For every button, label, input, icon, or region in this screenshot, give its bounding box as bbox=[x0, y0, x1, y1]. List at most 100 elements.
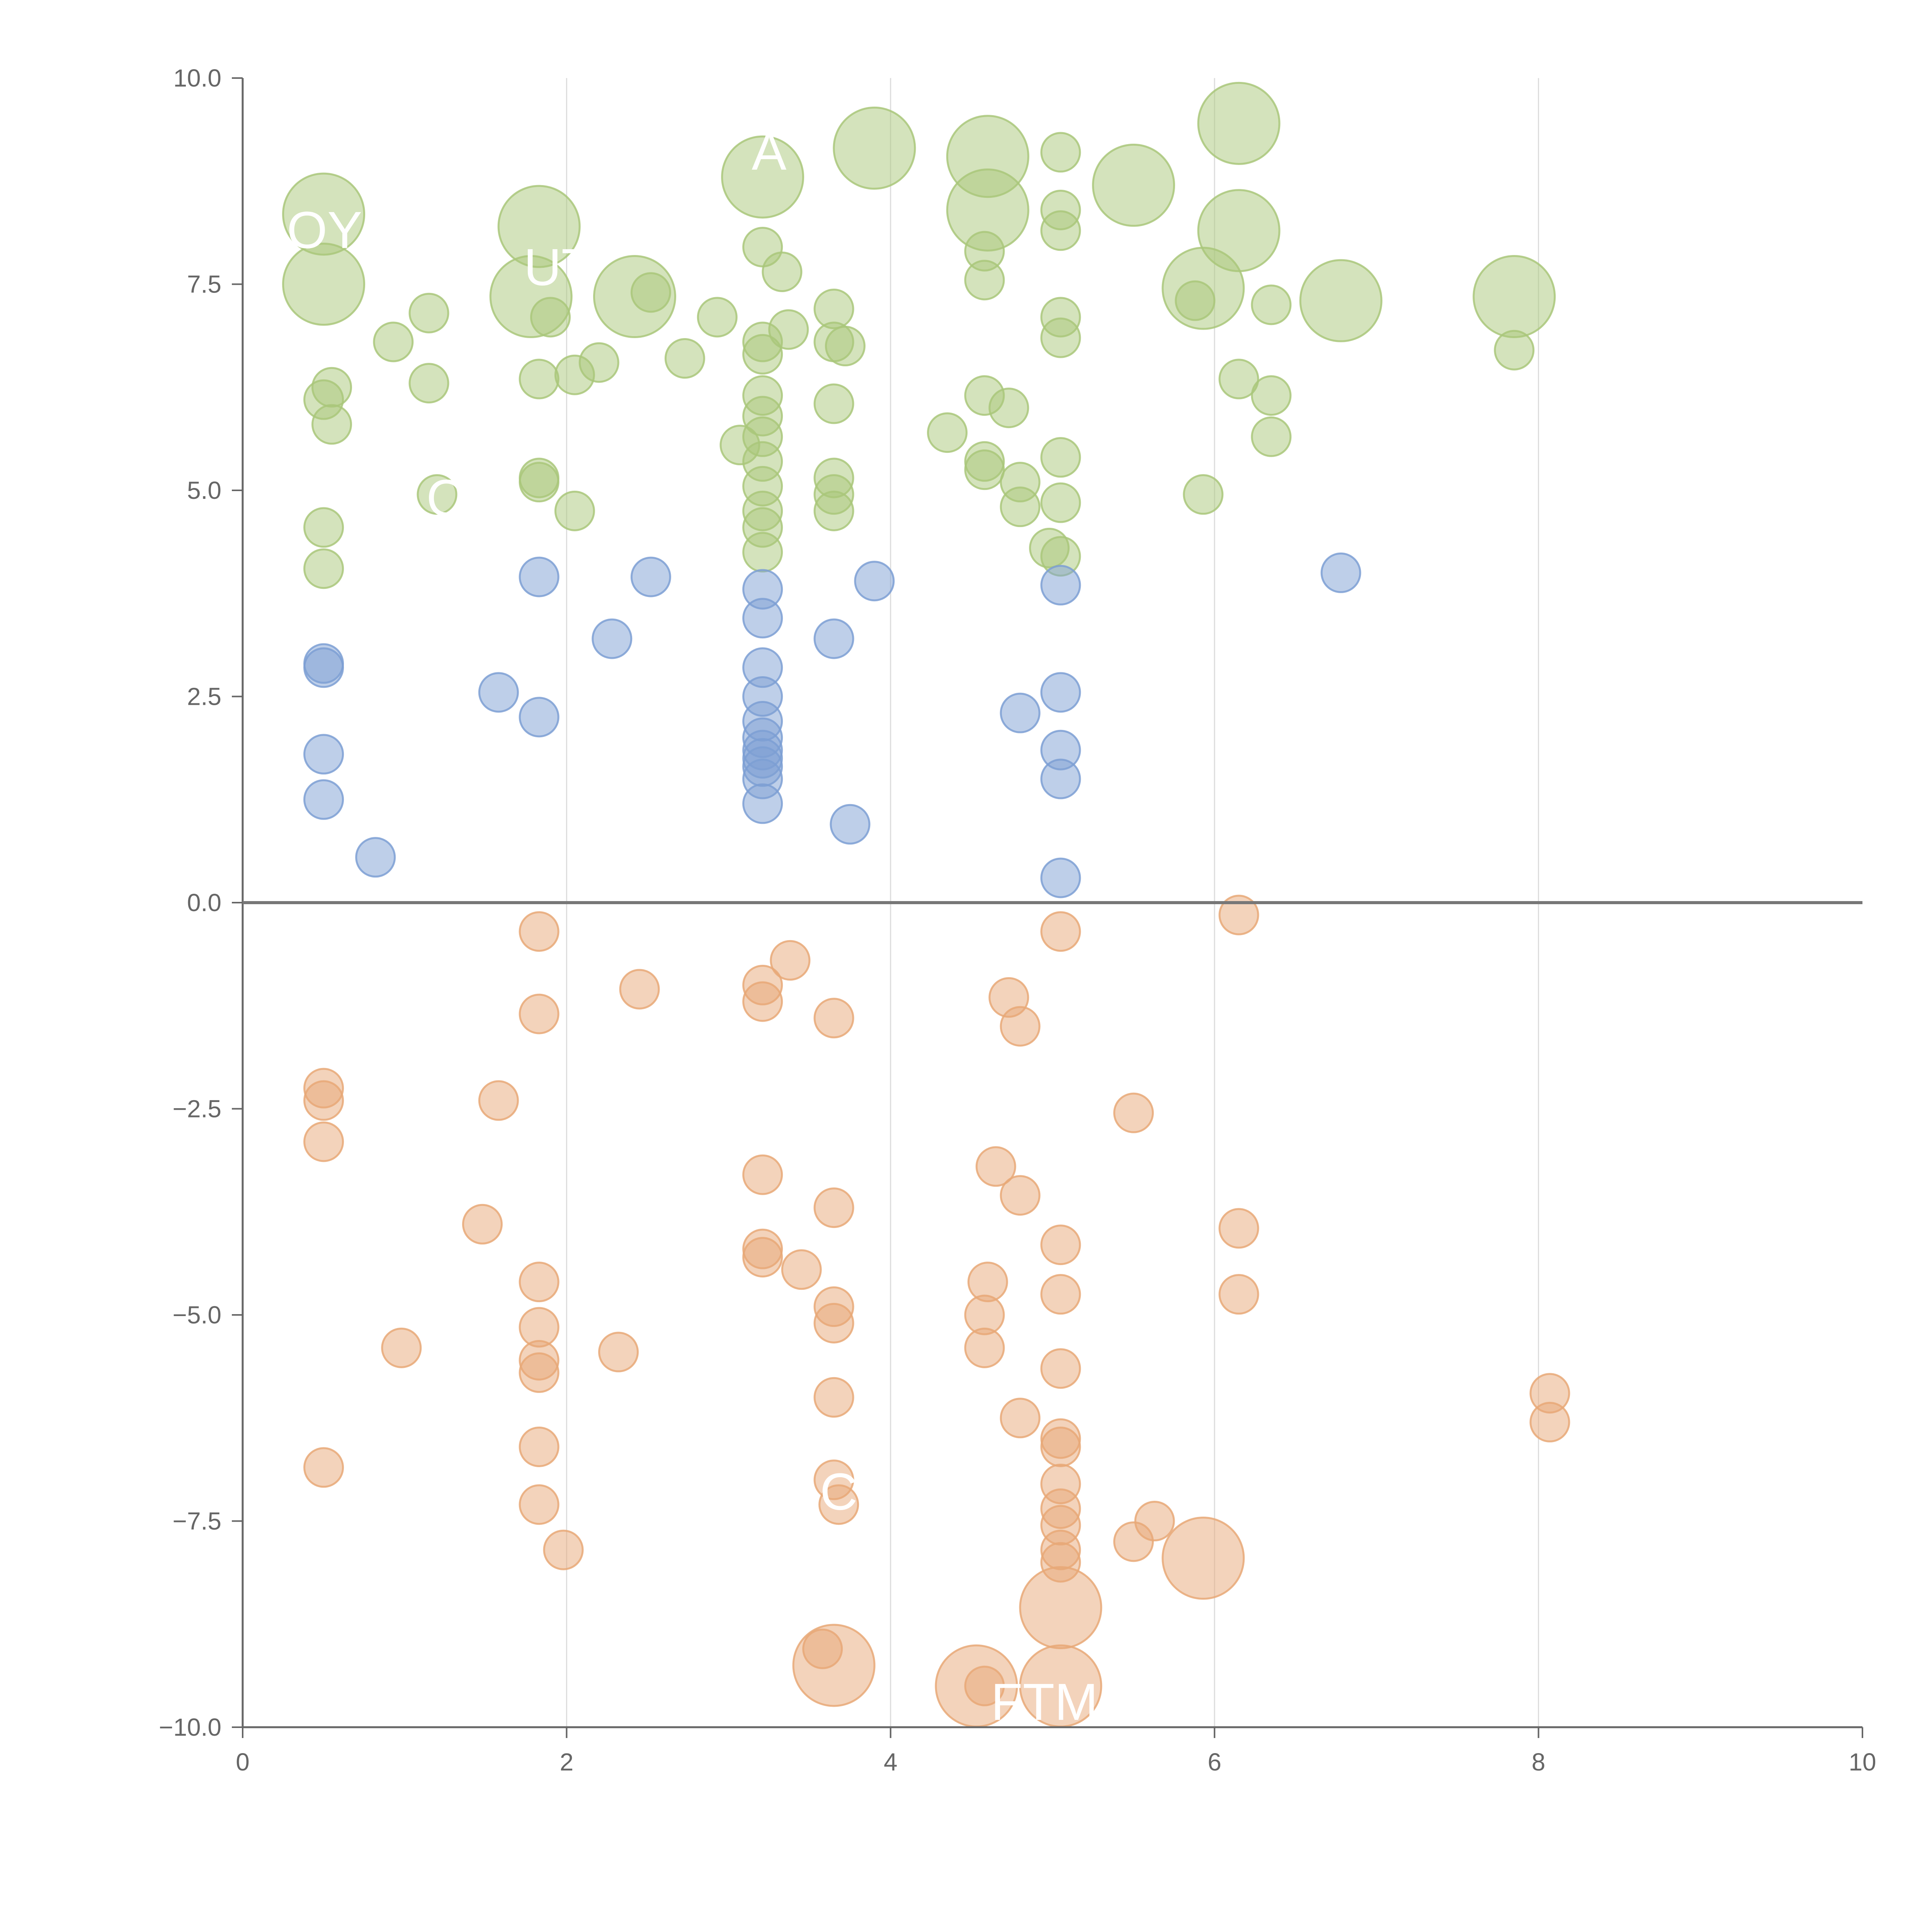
scatter-point bbox=[1040, 317, 1081, 358]
scatter-point bbox=[1040, 437, 1081, 478]
scatter-point bbox=[630, 272, 671, 313]
scatter-point bbox=[762, 251, 803, 292]
scatter-point bbox=[519, 1352, 560, 1393]
scatter-point bbox=[813, 490, 854, 531]
scatter-point bbox=[519, 911, 560, 952]
scatter-point bbox=[462, 1204, 503, 1245]
scatter-point bbox=[1040, 1225, 1081, 1265]
y-tick-label: 7.5 bbox=[187, 270, 221, 298]
point-label: C bbox=[820, 1463, 858, 1521]
scatter-point bbox=[519, 359, 560, 400]
scatter-point bbox=[1251, 284, 1292, 325]
scatter-point bbox=[1040, 672, 1081, 713]
scatter-point bbox=[592, 618, 633, 659]
scatter-point bbox=[742, 598, 783, 639]
x-tick-label: 10 bbox=[1849, 1748, 1876, 1776]
scatter-point bbox=[1218, 895, 1259, 935]
scatter-point bbox=[1019, 1566, 1102, 1650]
scatter-point bbox=[813, 383, 854, 424]
y-tick-label: 5.0 bbox=[187, 476, 221, 504]
scatter-point bbox=[967, 1262, 1008, 1303]
x-tick-label: 8 bbox=[1532, 1748, 1546, 1776]
point-label: UT bbox=[524, 238, 593, 296]
scatter-point bbox=[1040, 1426, 1081, 1467]
scatter-point bbox=[742, 532, 783, 573]
scatter-point bbox=[355, 837, 396, 878]
scatter-point bbox=[781, 1249, 822, 1290]
scatter-point bbox=[964, 1665, 1005, 1706]
scatter-point bbox=[742, 1154, 783, 1195]
scatter-point bbox=[742, 334, 783, 375]
scatter-point bbox=[519, 556, 560, 597]
scatter-point bbox=[975, 1146, 1016, 1187]
scatter-point bbox=[1251, 416, 1292, 457]
scatter-point bbox=[742, 981, 783, 1022]
scatter-point bbox=[1218, 1208, 1259, 1249]
y-tick-label: −10.0 bbox=[159, 1713, 221, 1741]
scatter-point bbox=[578, 342, 619, 383]
scatter-point bbox=[1299, 259, 1383, 342]
scatter-point bbox=[1040, 1274, 1081, 1315]
scatter-point bbox=[1040, 1348, 1081, 1389]
scatter-point bbox=[825, 326, 866, 367]
x-tick-label: 0 bbox=[236, 1748, 250, 1776]
y-tick-label: −2.5 bbox=[173, 1095, 221, 1123]
scatter-point bbox=[770, 940, 811, 981]
y-tick-label: 10.0 bbox=[173, 64, 221, 92]
scatter-point bbox=[1040, 482, 1081, 523]
scatter-point bbox=[303, 548, 344, 589]
scatter-point bbox=[813, 618, 854, 659]
scatter-point bbox=[988, 388, 1029, 429]
scatter-point bbox=[742, 783, 783, 824]
scatter-point bbox=[1494, 330, 1535, 371]
scatter-point bbox=[664, 338, 705, 379]
scatter-point bbox=[1040, 857, 1081, 898]
scatter-point bbox=[813, 998, 854, 1039]
x-tick-label: 6 bbox=[1208, 1748, 1221, 1776]
scatter-point bbox=[768, 309, 809, 350]
scatter-point bbox=[303, 507, 344, 548]
scatter-point bbox=[478, 672, 519, 713]
scatter-point bbox=[519, 1262, 560, 1303]
scatter-point bbox=[964, 449, 1005, 490]
x-tick-label: 4 bbox=[884, 1748, 898, 1776]
scatter-point bbox=[833, 106, 916, 190]
scatter-point bbox=[1529, 1401, 1570, 1442]
labels-layer: OYI UT A C C FTM bbox=[287, 122, 1098, 1731]
scatter-point bbox=[303, 1080, 344, 1121]
scatter-point bbox=[1162, 1517, 1245, 1600]
scatter-point bbox=[1000, 486, 1041, 527]
scatter-point bbox=[927, 412, 968, 453]
scatter-point bbox=[598, 1332, 639, 1372]
scatter-point bbox=[311, 404, 352, 445]
scatter-point bbox=[1197, 82, 1281, 165]
scatter-point bbox=[1040, 132, 1081, 173]
scatter-point bbox=[1218, 1274, 1259, 1315]
y-tick-label: −7.5 bbox=[173, 1507, 221, 1535]
points-layer bbox=[282, 82, 1570, 1728]
scatter-point bbox=[1000, 1175, 1041, 1216]
scatter-point bbox=[303, 779, 344, 820]
scatter-point bbox=[1000, 1398, 1041, 1439]
scatter-point bbox=[417, 474, 457, 515]
scatter-point bbox=[530, 297, 571, 338]
scatter-point bbox=[519, 462, 560, 503]
scatter-point bbox=[408, 293, 449, 333]
scatter-point bbox=[303, 647, 344, 688]
scatter-point bbox=[1040, 911, 1081, 952]
scatter-point bbox=[1113, 1092, 1154, 1133]
scatter-point bbox=[742, 1237, 783, 1278]
scatter-point bbox=[1320, 552, 1361, 593]
scatter-point bbox=[619, 969, 660, 1010]
scatter-point bbox=[303, 1447, 344, 1488]
scatter-point bbox=[792, 1624, 876, 1707]
scatter-point bbox=[303, 1121, 344, 1162]
scatter-point bbox=[1175, 280, 1216, 321]
scatter-point bbox=[478, 1080, 519, 1121]
scatter-point bbox=[964, 1327, 1005, 1368]
point-label: OYI bbox=[287, 201, 377, 259]
scatter-point bbox=[1197, 189, 1281, 272]
scatter-point bbox=[1040, 565, 1081, 605]
scatter-point bbox=[854, 561, 895, 602]
